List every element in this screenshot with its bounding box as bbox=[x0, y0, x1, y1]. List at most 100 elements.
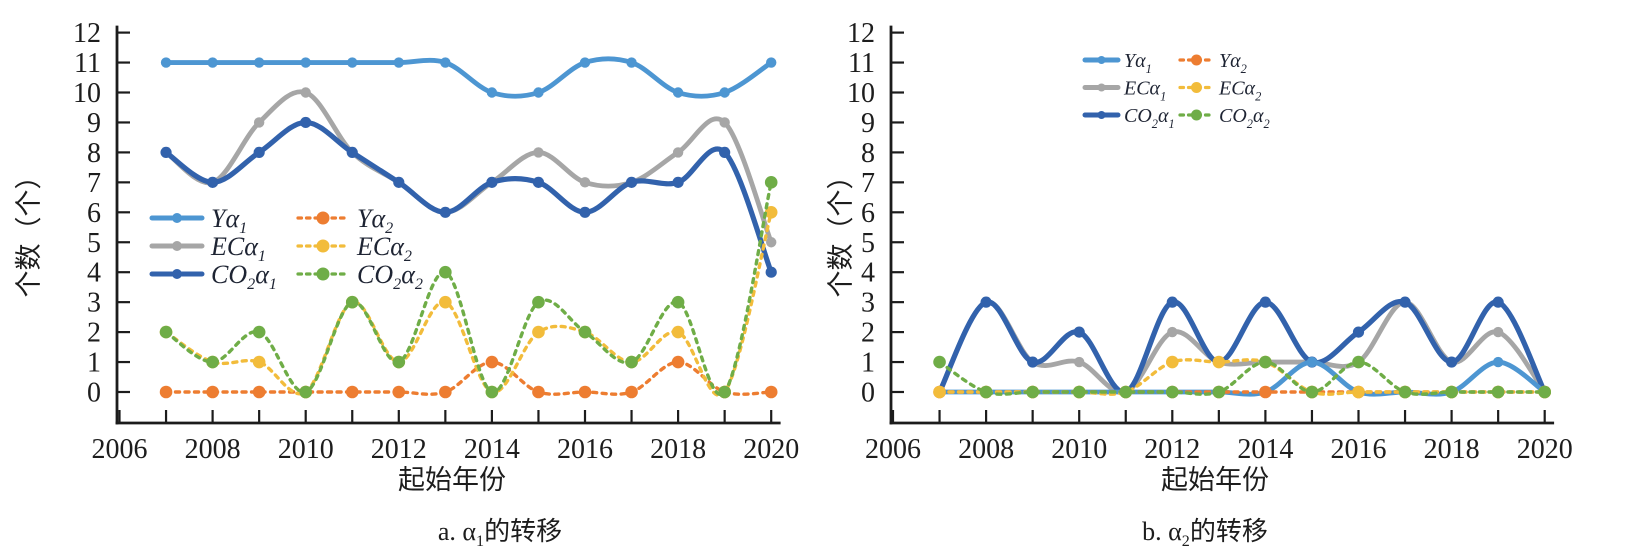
y-tick-label: 12 bbox=[73, 18, 101, 49]
y-tick-label: 11 bbox=[74, 48, 101, 79]
legend-marker bbox=[1191, 109, 1202, 121]
legend-marker bbox=[172, 213, 182, 223]
legend-item-4: ECα2 bbox=[1178, 77, 1261, 103]
series-2-line bbox=[936, 298, 1548, 395]
data-point bbox=[533, 87, 544, 98]
data-point bbox=[933, 385, 946, 399]
x-tick-label: 2014 bbox=[1237, 434, 1293, 465]
y-tick-label: 4 bbox=[87, 258, 101, 289]
data-point bbox=[980, 296, 992, 308]
legend-label: ECα1 bbox=[210, 232, 266, 265]
data-point bbox=[253, 146, 265, 158]
data-point bbox=[718, 385, 731, 399]
data-point bbox=[1166, 385, 1179, 399]
data-point bbox=[1259, 385, 1272, 399]
data-point bbox=[764, 176, 778, 189]
data-point bbox=[207, 176, 219, 188]
legend-marker bbox=[316, 211, 330, 225]
data-point bbox=[1305, 385, 1319, 399]
legend-item-0: Yα1 bbox=[1082, 50, 1152, 76]
legend-label: CO2α2 bbox=[1219, 105, 1270, 131]
data-point bbox=[345, 295, 359, 309]
data-point bbox=[252, 385, 266, 399]
data-point bbox=[979, 385, 993, 399]
y-tick-label: 2 bbox=[861, 318, 875, 349]
data-point bbox=[1446, 356, 1458, 368]
x-tick-label: 2016 bbox=[557, 434, 613, 465]
y-tick-label: 9 bbox=[87, 108, 101, 139]
y-tick-label: 10 bbox=[847, 78, 875, 109]
data-point bbox=[625, 355, 638, 369]
data-point bbox=[671, 355, 685, 369]
legend-item-2: CO2α1 bbox=[1082, 105, 1175, 131]
data-point bbox=[1074, 356, 1085, 368]
series-group bbox=[933, 296, 1551, 399]
data-point bbox=[578, 385, 592, 399]
y-tick-label: 2 bbox=[87, 318, 101, 349]
x-tick-label: 2010 bbox=[1051, 434, 1107, 465]
x-tick-label: 2016 bbox=[1331, 434, 1387, 465]
data-point bbox=[671, 295, 685, 309]
data-point bbox=[1166, 355, 1179, 369]
data-point bbox=[933, 355, 946, 369]
x-tick-label: 2020 bbox=[743, 434, 799, 465]
data-point bbox=[765, 266, 777, 278]
data-point bbox=[719, 117, 730, 128]
data-point bbox=[1259, 355, 1272, 369]
data-point bbox=[1306, 356, 1318, 368]
y-tick-label: 0 bbox=[861, 378, 875, 409]
y-tick-label: 6 bbox=[861, 198, 875, 229]
data-point bbox=[625, 385, 638, 399]
data-point bbox=[439, 206, 451, 218]
y-tick-label: 0 bbox=[87, 378, 101, 409]
legend-marker bbox=[172, 269, 182, 279]
series-4-line bbox=[164, 210, 773, 397]
legend-item-1: ECα1 bbox=[149, 232, 266, 265]
data-point bbox=[672, 147, 684, 158]
data-point bbox=[1212, 355, 1226, 369]
data-point bbox=[1398, 385, 1412, 399]
series-2-markers bbox=[160, 116, 777, 278]
data-point bbox=[1491, 385, 1505, 399]
data-point bbox=[159, 385, 173, 399]
legend-label: CO2α1 bbox=[211, 260, 277, 293]
legend-marker bbox=[1097, 83, 1106, 92]
data-point bbox=[1259, 296, 1271, 308]
legend-item-3: Yα2 bbox=[1178, 50, 1247, 76]
data-point bbox=[206, 355, 219, 369]
y-tick-label: 1 bbox=[87, 348, 101, 379]
y-tick-label: 8 bbox=[861, 138, 875, 169]
x-tick-label: 2008 bbox=[185, 434, 241, 465]
legend-label: ECα2 bbox=[356, 232, 412, 265]
data-point bbox=[485, 355, 499, 369]
x-tick-label: 2008 bbox=[958, 434, 1014, 465]
y-tick-label: 6 bbox=[87, 198, 101, 229]
legend-marker bbox=[316, 267, 330, 281]
data-point bbox=[578, 325, 592, 339]
data-point bbox=[532, 325, 545, 339]
data-point bbox=[1073, 326, 1085, 338]
y-tick-label: 4 bbox=[861, 258, 875, 289]
data-point bbox=[439, 295, 452, 309]
data-point bbox=[625, 176, 638, 188]
data-point bbox=[252, 355, 266, 369]
legend-label: CO2α1 bbox=[1124, 105, 1175, 131]
data-point bbox=[1492, 326, 1504, 338]
data-point bbox=[766, 57, 777, 68]
data-point bbox=[532, 295, 545, 309]
x-tick-label: 2020 bbox=[1517, 434, 1573, 465]
data-point bbox=[1119, 385, 1133, 399]
chart-a: 0 1 2 3 4 5 6 7 8 9 10 11 12 2006 2008 2010 2012 2014 2016… bbox=[14, 18, 799, 550]
data-point bbox=[392, 355, 406, 369]
data-point bbox=[300, 57, 311, 68]
data-point bbox=[299, 385, 313, 399]
x-tick-label: 2006 bbox=[92, 434, 148, 465]
series-0-markers bbox=[160, 57, 777, 98]
data-point bbox=[579, 177, 591, 188]
series-1-line bbox=[163, 89, 774, 245]
legend-item-5: CO2α2 bbox=[296, 260, 423, 293]
data-point bbox=[1167, 326, 1178, 338]
legend-item-3: Yα2 bbox=[296, 204, 393, 237]
data-point bbox=[486, 176, 498, 188]
